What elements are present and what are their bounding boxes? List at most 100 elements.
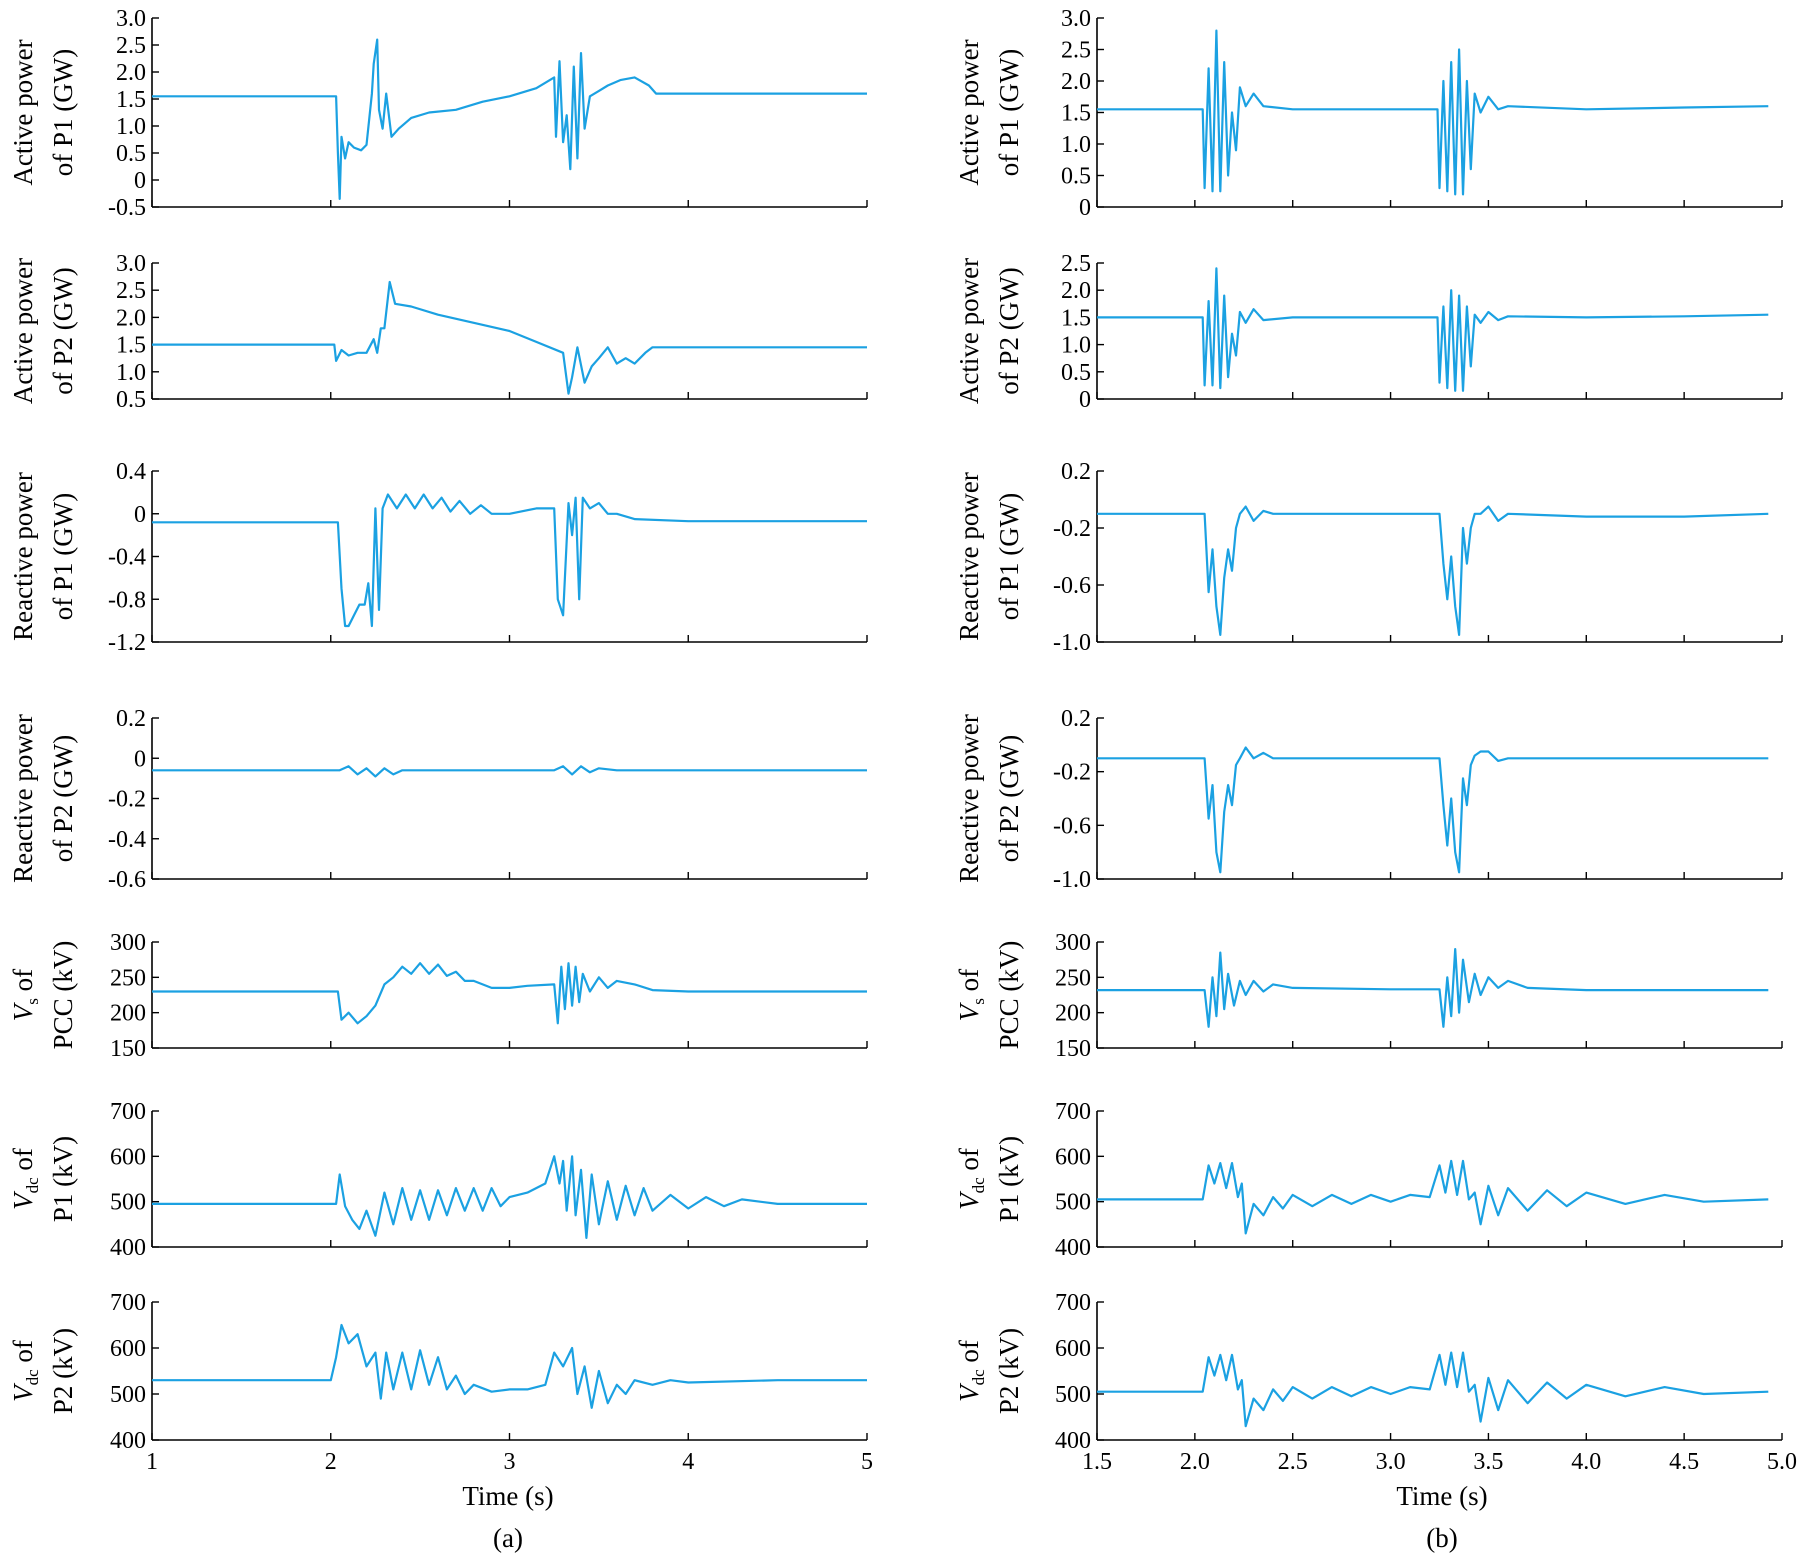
y-axis-label-run: V [8, 1001, 38, 1021]
y-tick-label: 0.2 [1061, 706, 1091, 732]
y-axis-label-line: PCC (kV) [48, 941, 78, 1050]
y-axis-label-line: of P1 (GW) [994, 493, 1024, 620]
y-tick-label: 0.5 [1061, 164, 1091, 190]
y-tick-label: 700 [1055, 1099, 1091, 1125]
x-tick-label: 3.0 [1376, 1449, 1406, 1475]
x-tick-label: 2.5 [1278, 1449, 1308, 1475]
y-tick-label: -0.6 [108, 867, 146, 893]
y-axis-label-run: Reactive power [954, 714, 984, 883]
y-tick-label: 700 [110, 1290, 146, 1316]
y-tick-label: 3.0 [116, 251, 146, 277]
caption-a: (a) [493, 1523, 523, 1553]
y-axis-label-line: of P2 (GW) [48, 267, 78, 394]
y-axis-label-line: Active power [8, 258, 38, 404]
series-line [1097, 948, 1769, 1028]
chart-panel-a3: -1.2 -0.8 -0.4 0 0.4 Reactive power of P1 (GW) [8, 459, 868, 656]
y-tick-label: 0.4 [116, 459, 146, 485]
y-axis-label-run: s [969, 998, 988, 1005]
y-tick-label: 2.5 [1061, 38, 1091, 64]
x-axis-title-a: Time (s) [462, 1481, 553, 1511]
y-axis-label-run: of P2 (GW) [48, 267, 78, 394]
y-tick-label: 0 [1079, 195, 1091, 221]
x-axis-title-b: Time (s) [1396, 1481, 1487, 1511]
y-axis-label-line: of P2 (GW) [48, 735, 78, 862]
y-tick-label: 0.2 [1061, 459, 1091, 485]
y-axis-label-line: Vdc of [8, 1148, 42, 1210]
chart-panel-b7: 400 500 600 700 1.5 2.0 2.5 3.0 3.5 4.0 4.5 5.0 Vdc … [954, 1290, 1797, 1475]
y-tick-label: 500 [1055, 1190, 1091, 1216]
y-axis-label-line: P1 (kV) [994, 1136, 1024, 1222]
chart-panel-a1: -0.500.51.01.52.02.53.0 Active power of P1… [8, 6, 868, 221]
y-tick-label: 250 [110, 965, 146, 991]
y-axis-label-line: Vs of [8, 969, 42, 1021]
series-line [152, 962, 867, 1025]
y-axis-label-run: Reactive power [8, 472, 38, 641]
y-axis-label-run: of P2 (GW) [994, 267, 1024, 394]
y-axis-label-run: of P1 (GW) [994, 493, 1024, 620]
y-axis-label-line: Reactive power [8, 472, 38, 641]
y-tick-label: 1.0 [1061, 333, 1091, 359]
x-tick-label: 2.0 [1180, 1449, 1210, 1475]
y-axis-label-line: P2 (kV) [994, 1328, 1024, 1414]
y-tick-label: 1.0 [116, 360, 146, 386]
y-axis-label-run: Active power [8, 258, 38, 404]
y-axis-label-line: Vs of [954, 969, 988, 1021]
y-tick-label: 0.5 [1061, 360, 1091, 386]
series-line [152, 280, 867, 395]
x-tick-label: 4.5 [1669, 1449, 1699, 1475]
y-axis-label-run: of P1 (GW) [48, 493, 78, 620]
y-axis-label-line: of P1 (GW) [48, 493, 78, 620]
y-tick-label: -1.0 [1053, 867, 1091, 893]
y-axis-label-line: of P2 (GW) [994, 735, 1024, 862]
y-axis-label-run: P2 (kV) [48, 1328, 78, 1414]
y-tick-label: 0.5 [116, 387, 146, 413]
y-tick-label: 0.5 [116, 141, 146, 167]
chart-panel-b1: 0 0.5 1.0 1.5 2.0 2.5 3.0 Active power of P1 (GW… [954, 6, 1783, 221]
y-tick-label: 0 [134, 746, 146, 772]
y-axis-label-run: P2 (kV) [994, 1328, 1024, 1414]
y-axis-label-run: Active power [8, 39, 38, 185]
y-tick-label: 400 [110, 1428, 146, 1454]
y-axis-label-run: Reactive power [954, 472, 984, 641]
y-axis-label-run: of [8, 969, 38, 998]
x-tick-label: 5 [861, 1449, 873, 1475]
series-line [1097, 29, 1769, 196]
chart-panel-b2: 00.51.01.52.02.5 Active power of P2 (GW) [954, 251, 1783, 413]
y-tick-label: 2.0 [1061, 69, 1091, 95]
y-tick-label: 600 [110, 1336, 146, 1362]
y-tick-label: -0.6 [1053, 813, 1091, 839]
y-axis-label-line: Reactive power [954, 714, 984, 883]
y-axis-label-run: dc [969, 1369, 988, 1386]
y-axis-label-run: of P2 (GW) [994, 735, 1024, 862]
y-tick-label: 400 [110, 1235, 146, 1261]
y-tick-label: -0.2 [108, 787, 146, 813]
y-axis-label-run: of [954, 1148, 984, 1177]
y-tick-label: 600 [1055, 1144, 1091, 1170]
y-tick-label: 300 [1055, 930, 1091, 956]
y-tick-label: -0.2 [1053, 516, 1091, 542]
y-axis-label-line: Active power [954, 258, 984, 404]
chart-panel-a4: -0.6 -0.4 -0.2 0 0.2 Reactive power of P2 (GW) [8, 706, 868, 893]
series-line [152, 1155, 867, 1239]
y-axis-label-run: of [954, 969, 984, 998]
y-tick-label: 2.5 [1061, 251, 1091, 277]
y-axis-label-line: Active power [8, 39, 38, 185]
y-tick-label: 2.5 [116, 278, 146, 304]
y-axis-label-run: dc [23, 1369, 42, 1386]
y-tick-label: 2.0 [1061, 278, 1091, 304]
y-axis-label-run: of P1 (GW) [994, 49, 1024, 176]
y-tick-label: 150 [110, 1036, 146, 1062]
y-axis-label-run: Active power [954, 39, 984, 185]
y-tick-label: 2.5 [116, 33, 146, 59]
y-tick-label: 3.0 [116, 6, 146, 32]
y-axis-label-run: V [8, 1190, 38, 1210]
y-axis-label-line: Vdc of [954, 1148, 988, 1210]
series-line [152, 493, 867, 628]
y-tick-label: 200 [110, 1001, 146, 1027]
y-tick-label: 0 [134, 502, 146, 528]
y-tick-label: 700 [110, 1099, 146, 1125]
